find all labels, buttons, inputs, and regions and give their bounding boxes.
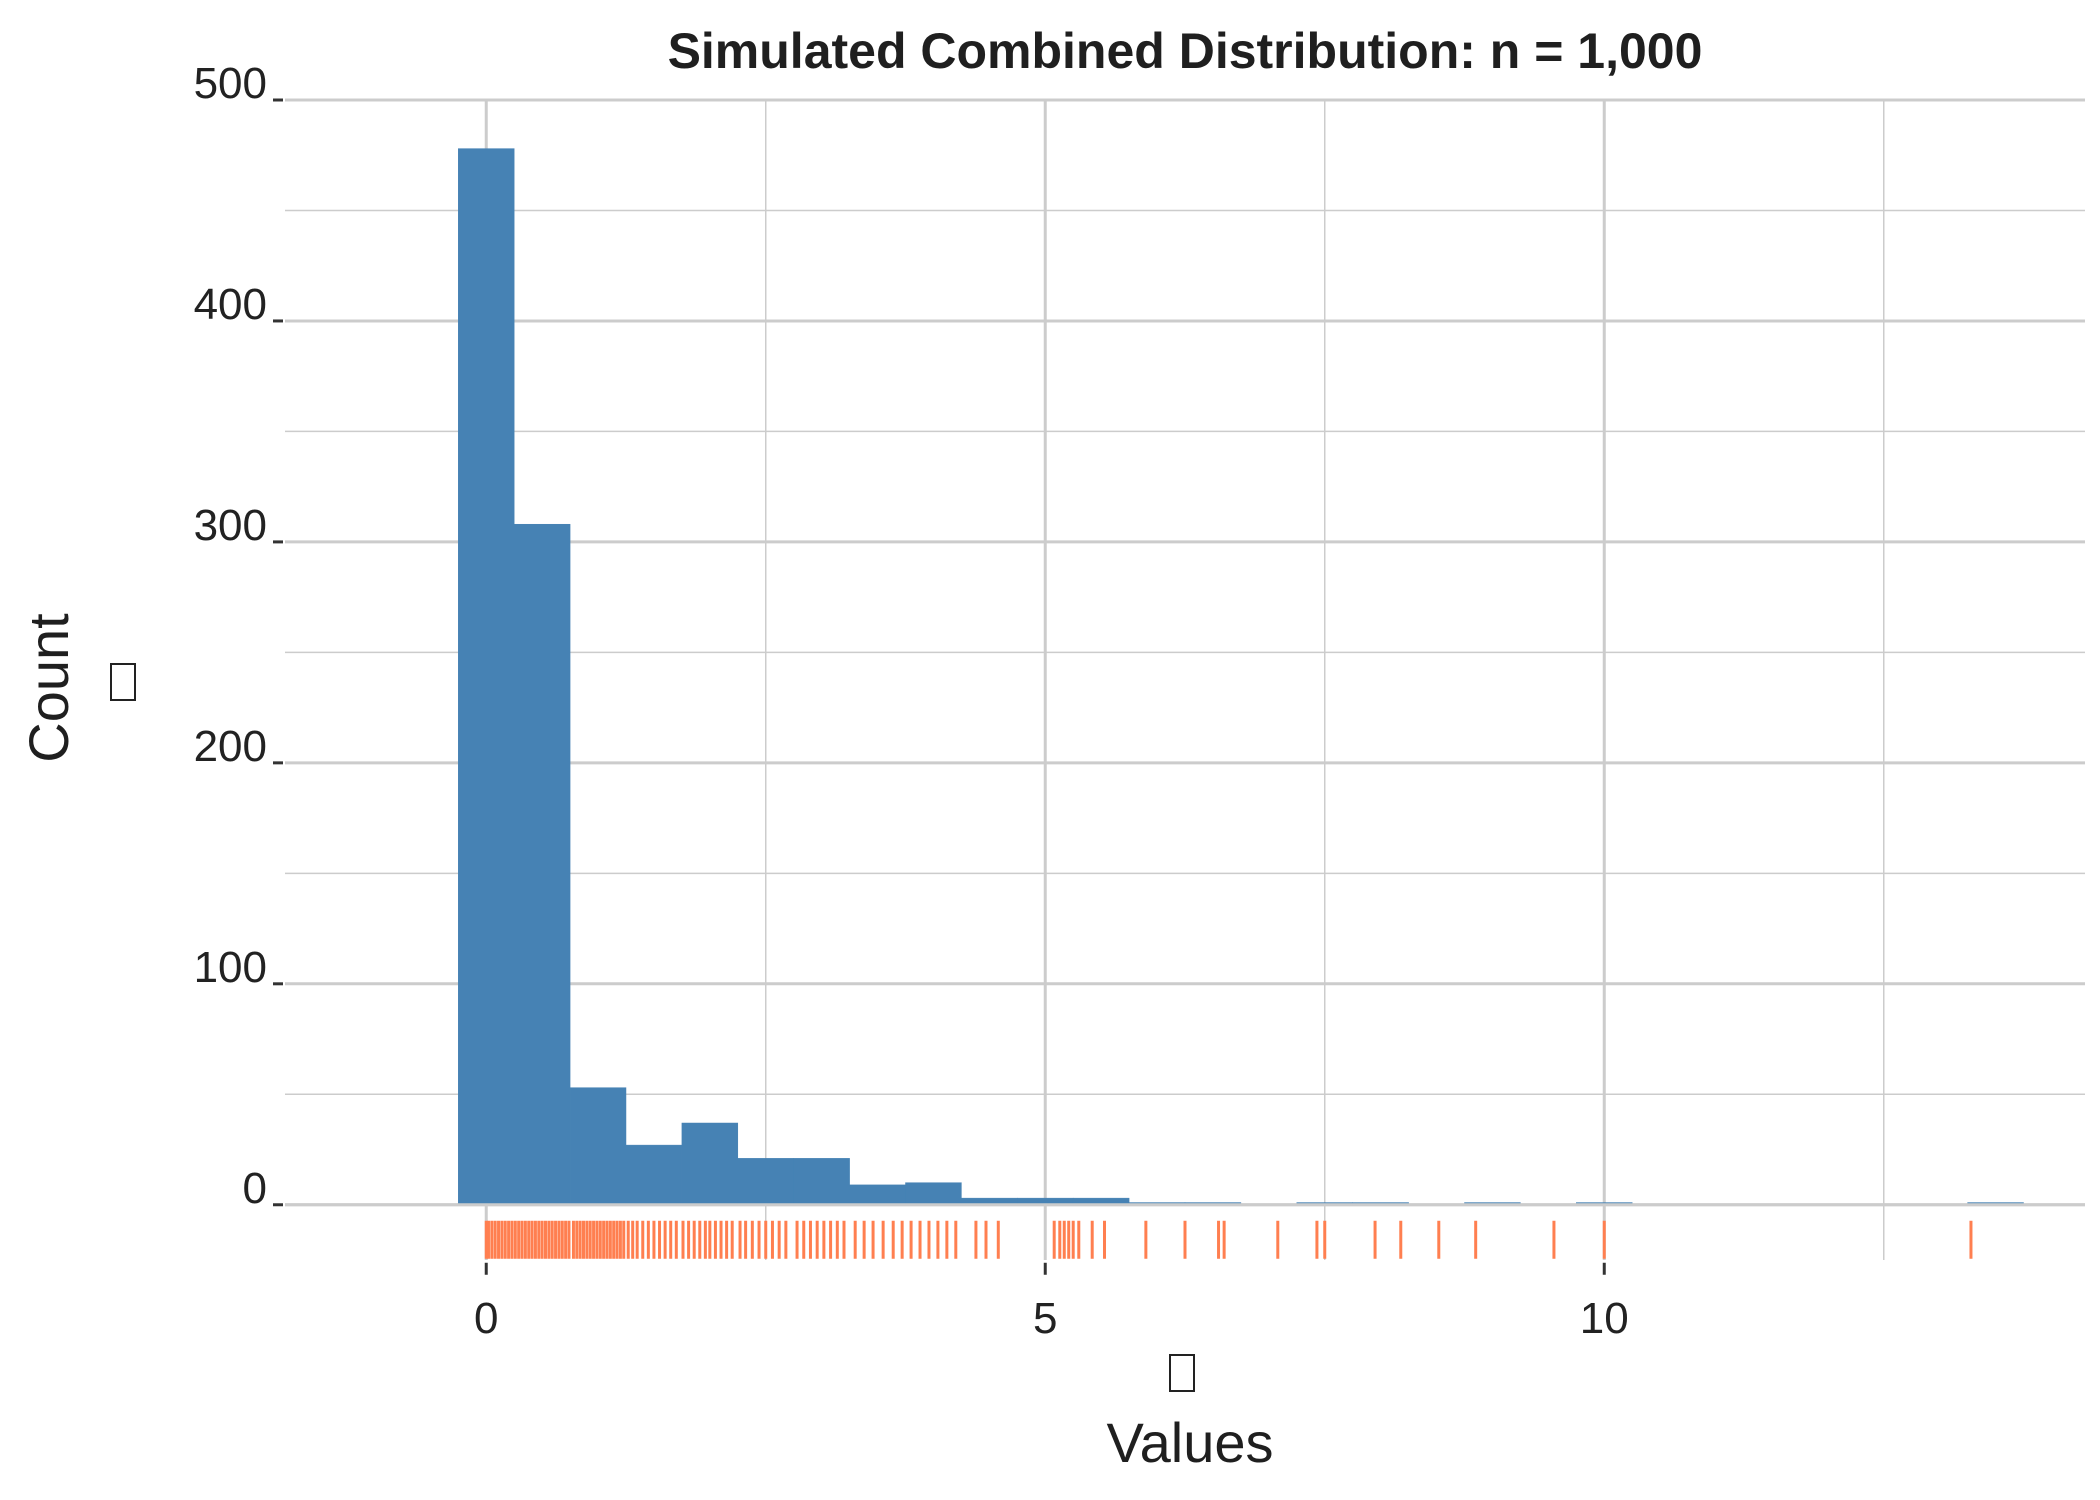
y-tick-label: 500 [194,59,267,108]
missing-glyph-box-x [1169,1354,1195,1392]
histogram-bar [681,1122,739,1206]
y-tick-label: 300 [194,501,267,550]
histogram-bar [849,1184,906,1206]
histogram-bar [569,1087,627,1206]
x-tick-label: 10 [1580,1294,1629,1343]
histogram-bar [737,1158,794,1206]
y-ticks: 0 100 200 300 400 500 [194,59,283,1213]
histogram-bar [905,1182,962,1206]
histogram-bar [513,523,571,1206]
histogram-bar [625,1144,683,1206]
y-axis-label: Count [17,613,80,763]
rug-layer [484,1220,1973,1259]
x-tick-label: 5 [1033,1294,1057,1343]
histogram-bar [458,148,515,1206]
chart-title: Simulated Combined Distribution: n = 1,0… [668,23,1703,79]
x-axis-label-group: Values [1106,1354,1274,1474]
y-tick-label: 100 [194,943,267,992]
missing-glyph-box-y [110,663,136,701]
y-tick-label: 400 [194,280,267,329]
histogram-bar [793,1158,850,1206]
x-tick-label: 0 [474,1294,498,1343]
y-tick-label: 0 [243,1164,267,1213]
x-ticks: 0 5 10 [474,1262,1629,1343]
y-axis-label-group: Count [17,613,136,763]
y-tick-label: 200 [194,722,267,771]
x-axis-label: Values [1106,1411,1273,1474]
bars-layer [458,148,2024,1206]
